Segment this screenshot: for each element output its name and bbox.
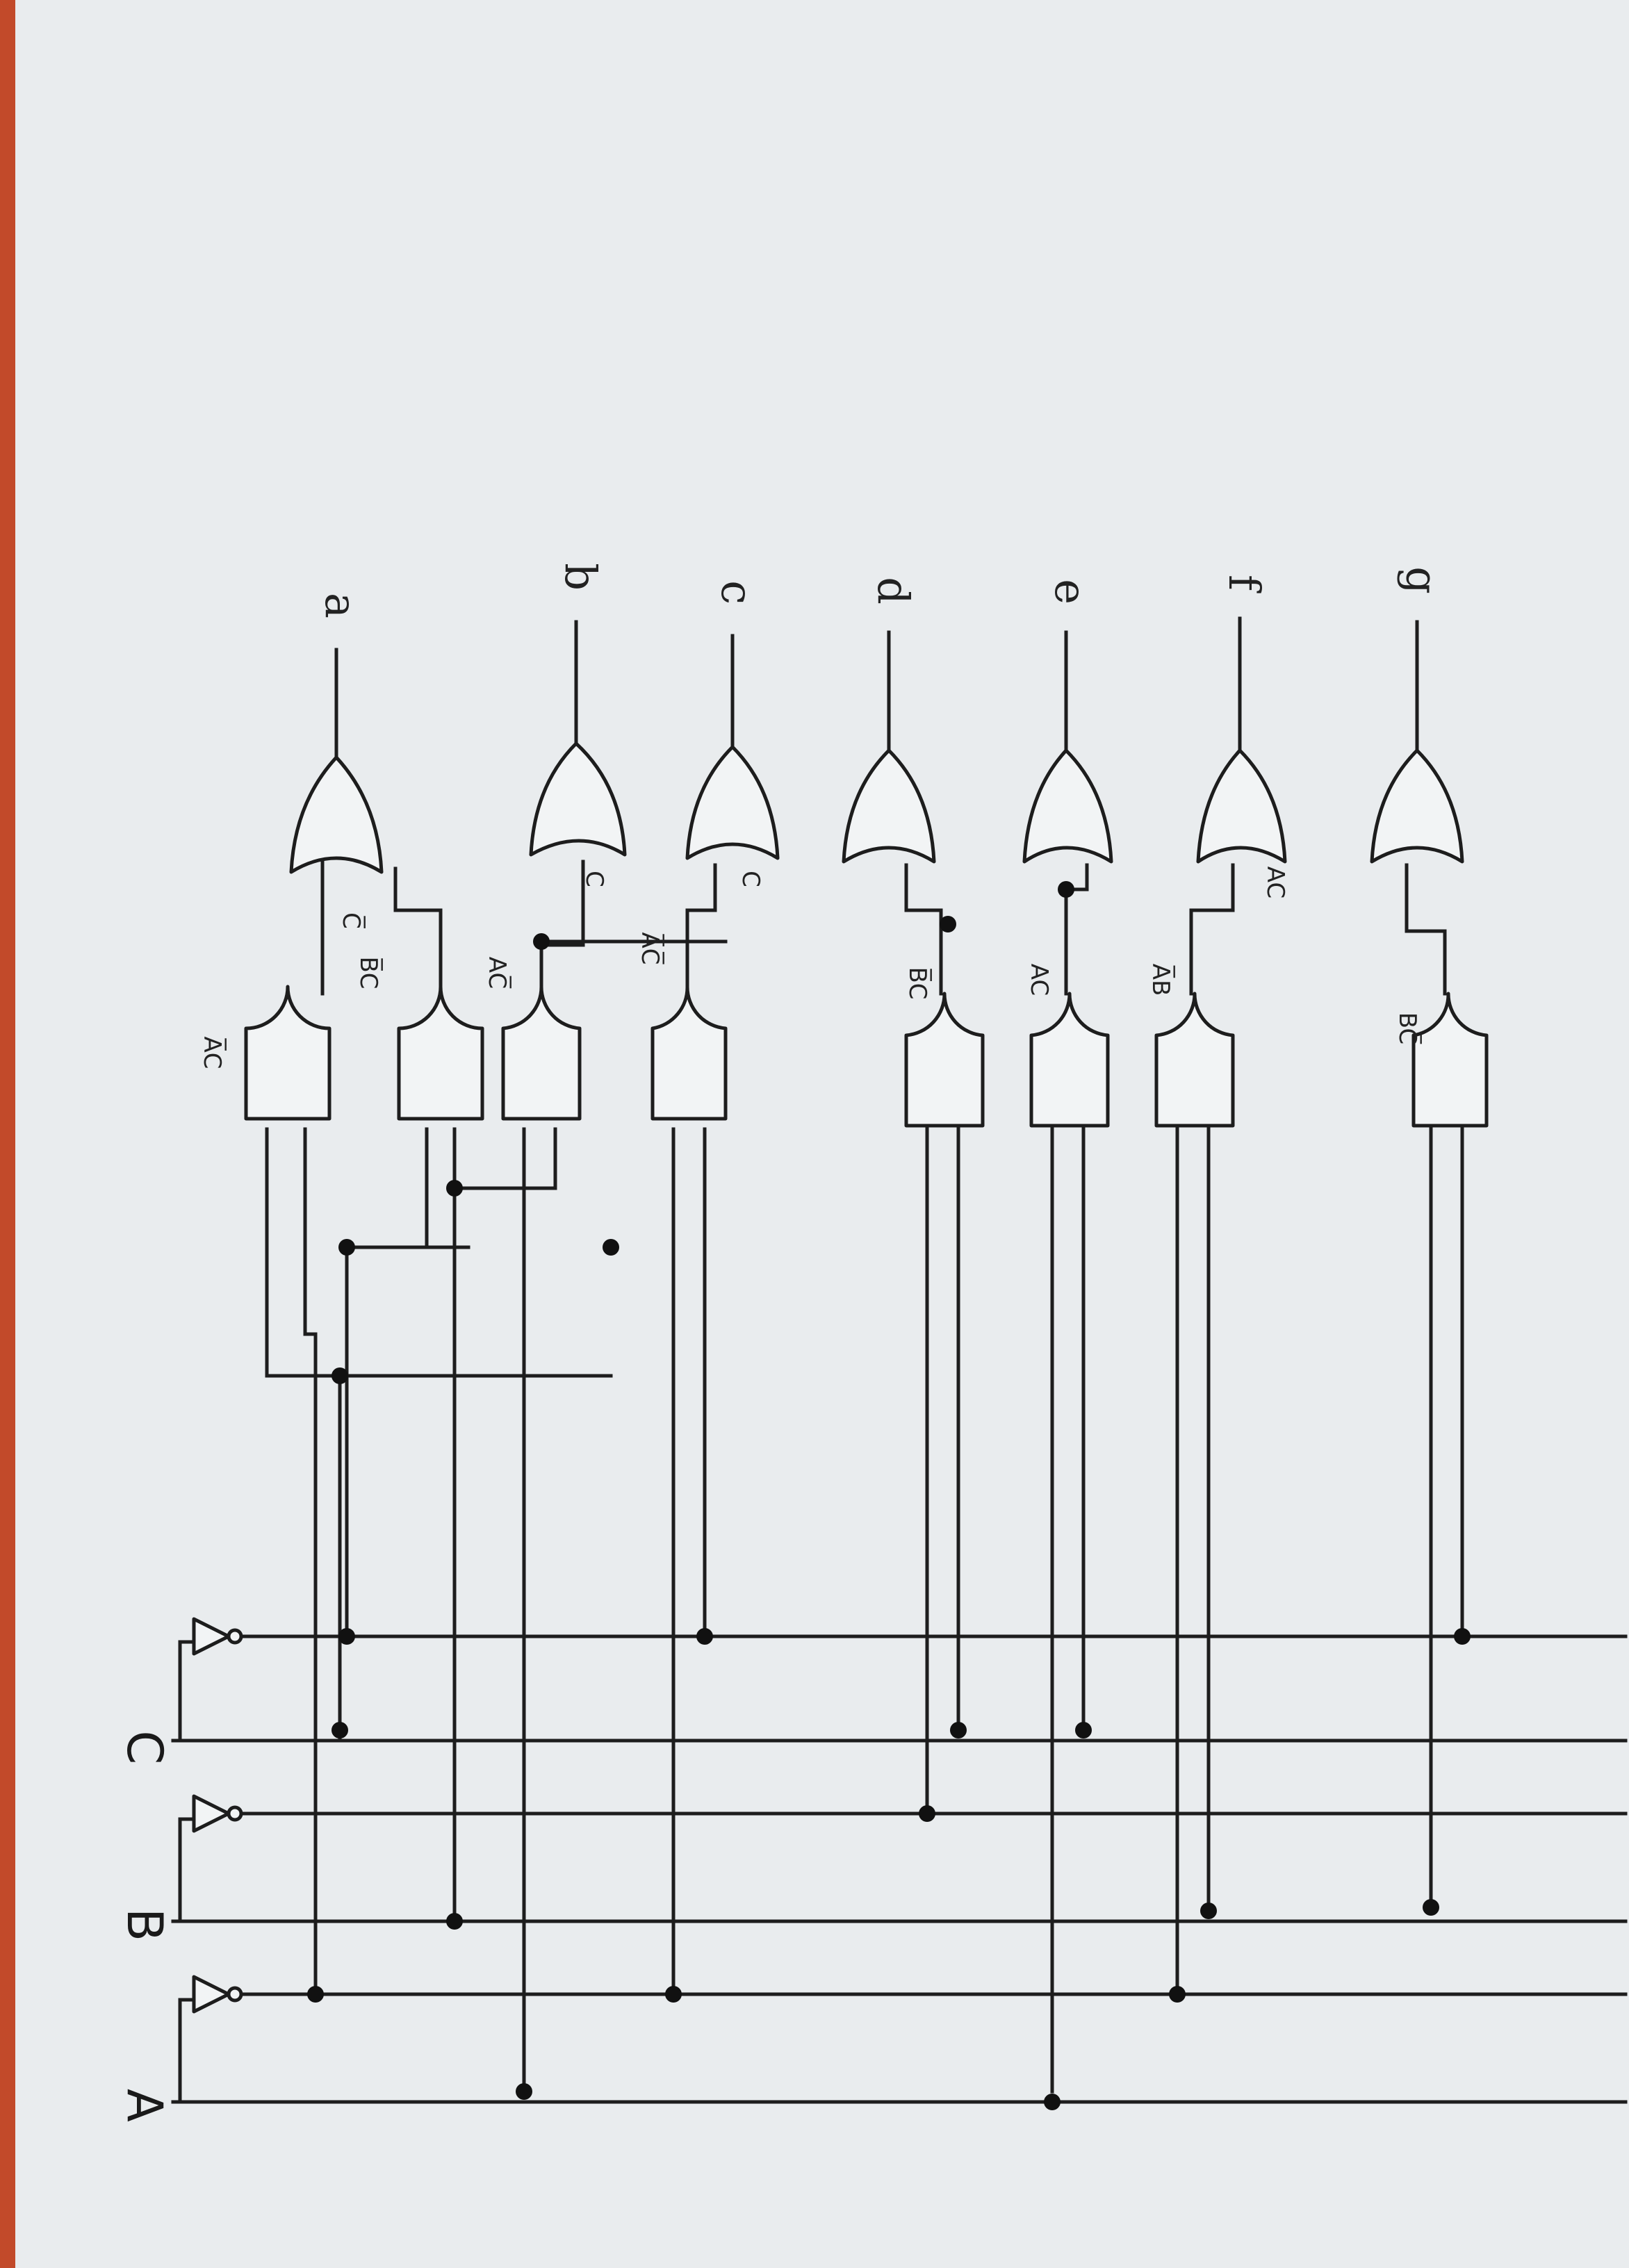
and-gate-6 (1029, 992, 1110, 1128)
output-label-e: e (1045, 579, 1096, 605)
inverter-a (178, 1975, 243, 2104)
output-label-d: d (868, 577, 919, 605)
inverter-b (178, 1794, 243, 1923)
and-label-3: AC̅ (483, 957, 511, 989)
or-a-input-label: C̅ (337, 912, 366, 929)
input-label-a: A (116, 2089, 173, 2122)
or-gate-c (685, 745, 780, 860)
and-label-4: A̅C̅ (636, 932, 664, 965)
or-c-input-label: C (737, 871, 764, 887)
output-label-a: a (316, 593, 366, 618)
or-f-input-label: AC (1261, 866, 1289, 898)
junctions (307, 881, 1471, 2110)
output-label-c: c (712, 580, 762, 605)
output-labels: a b c d e f g (316, 563, 1447, 618)
or-gate-d (842, 748, 936, 864)
input-bus (171, 1634, 1628, 2104)
and-label-7: A̅B (1147, 964, 1175, 996)
output-label-f: f (1219, 575, 1270, 593)
and-gates (244, 985, 1489, 1128)
input-label-b: B (116, 1908, 173, 1941)
and-gate-5 (904, 992, 985, 1128)
or-gate-e (1022, 748, 1113, 864)
output-label-b: b (555, 563, 606, 591)
gate-labels: A̅C B̅C AC̅ A̅C̅ B̅C AC A̅B BC̅ C̅ C C A… (198, 866, 1422, 1069)
output-label-g: g (1396, 566, 1447, 594)
and-label-6: AC (1025, 964, 1053, 996)
and-label-2: B̅C (354, 956, 383, 989)
and-label-1: A̅C (198, 1037, 227, 1069)
table-edge (0, 0, 15, 2268)
and-gate-8 (1411, 992, 1489, 1128)
and-gate-2 (397, 985, 484, 1121)
inverters (178, 1617, 243, 2104)
and-gate-3 (501, 985, 582, 1121)
or-b-input-label: C (580, 871, 608, 887)
and-gate-1 (244, 985, 331, 1121)
or-gate-b (529, 741, 627, 857)
and-gate-4 (650, 985, 728, 1121)
and-label-5: B̅C (903, 967, 932, 999)
and-gate-7 (1154, 992, 1235, 1128)
or-gate-a (289, 755, 384, 874)
and-label-8: BC̅ (1393, 1012, 1422, 1044)
or-gates (289, 616, 1464, 874)
input-label-c: C (116, 1731, 173, 1765)
or-gate-g (1370, 748, 1464, 864)
or-gate-f (1196, 748, 1287, 864)
inverter-c (178, 1617, 243, 1743)
